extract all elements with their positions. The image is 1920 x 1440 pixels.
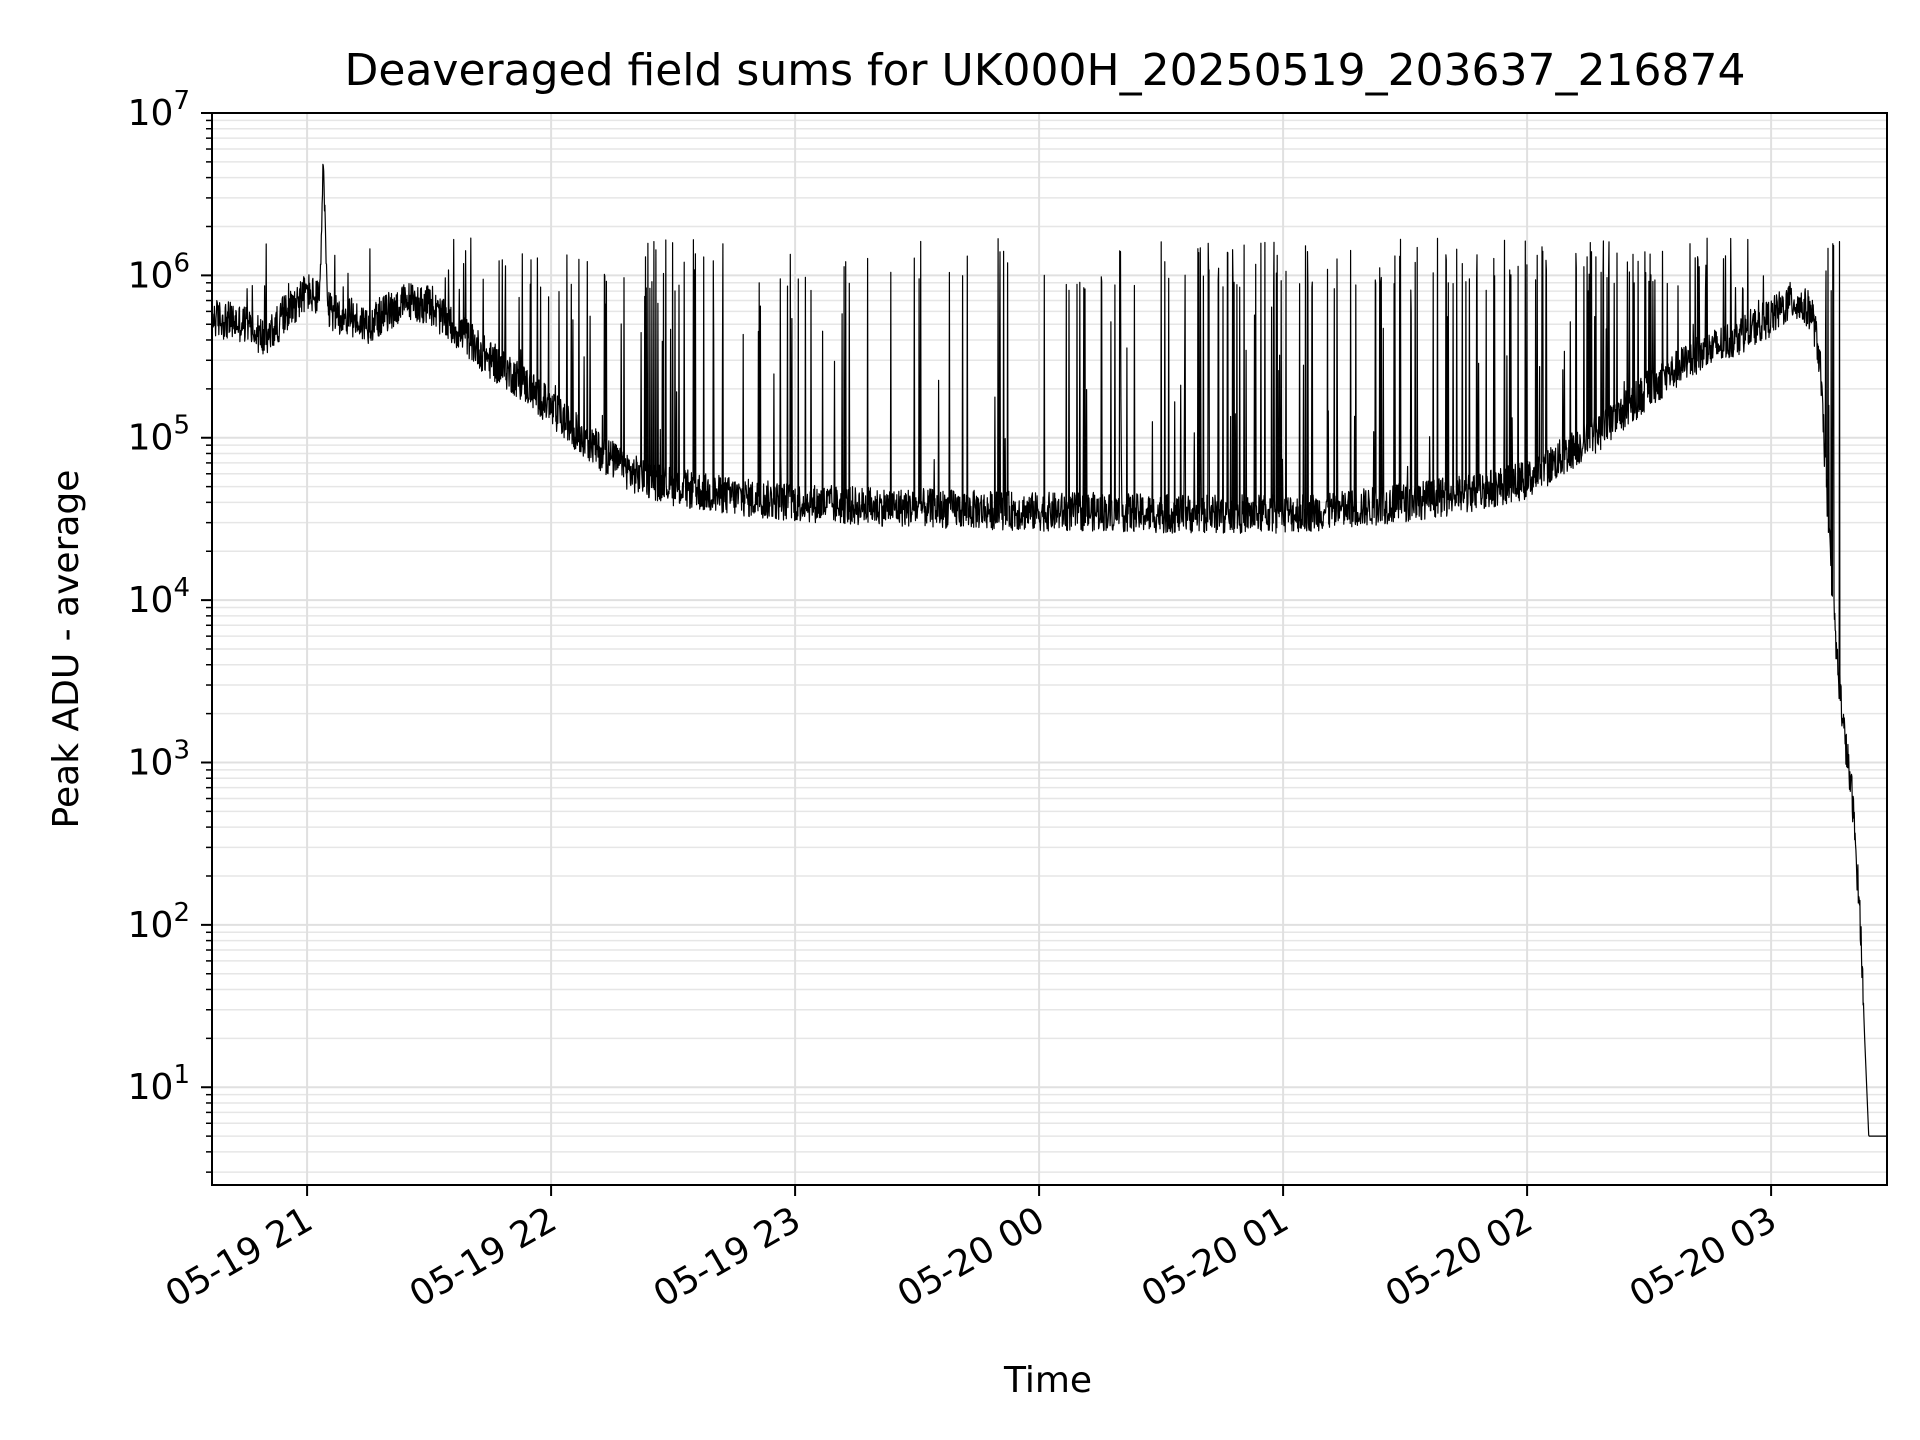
y-tick-label: 104: [128, 573, 190, 621]
y-tick-label: 106: [128, 248, 190, 296]
y-axis-label: Peak ADU - average: [46, 470, 87, 829]
y-axis: 101 102 103 104 105 106 107: [128, 86, 212, 1173]
chart-title: Deaveraged field sums for UK000H_2025051…: [345, 45, 1746, 96]
y-tick-label: 107: [128, 86, 190, 134]
series-line: [211, 163, 1888, 1137]
y-tick-label: 102: [128, 898, 190, 946]
y-tick-label: 105: [128, 411, 190, 459]
grid: [212, 112, 1887, 1185]
x-axis-label: Time: [1003, 1360, 1092, 1401]
y-tick-label: 101: [128, 1060, 190, 1108]
y-tick-label: 103: [128, 735, 190, 783]
